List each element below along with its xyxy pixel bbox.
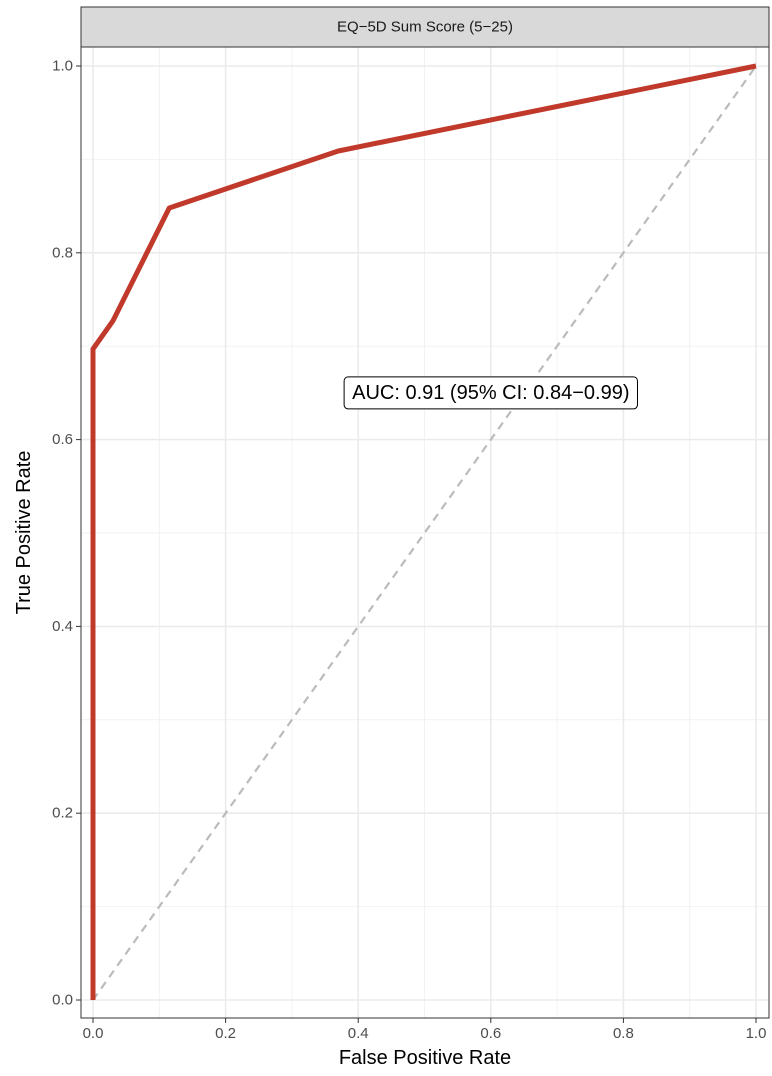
reference-diagonal-line bbox=[92, 65, 757, 1001]
facet-strip: EQ−5D Sum Score (5−25) bbox=[80, 6, 770, 48]
y-axis-ticks: 0.0 0.2 0.4 0.6 0.8 1.0 bbox=[52, 58, 81, 1009]
x-axis-title: False Positive Rate bbox=[339, 1047, 511, 1069]
x-tick-label: 0.4 bbox=[348, 1025, 369, 1042]
roc-curve-line bbox=[90, 63, 757, 1000]
series-layer bbox=[90, 63, 757, 1000]
y-tick-label: 0.4 bbox=[52, 618, 73, 635]
x-tick-label: 1.0 bbox=[746, 1025, 767, 1042]
x-axis-ticks: 0.0 0.2 0.4 0.6 0.8 1.0 bbox=[83, 1018, 767, 1042]
grid-major bbox=[81, 47, 769, 1018]
facet-title: EQ−5D Sum Score (5−25) bbox=[337, 19, 513, 36]
x-tick-label: 0.0 bbox=[83, 1025, 104, 1042]
x-tick-label: 0.6 bbox=[480, 1025, 501, 1042]
y-axis-title: True Positive Rate bbox=[13, 451, 35, 615]
y-tick-label: 0.6 bbox=[52, 431, 73, 448]
grid-minor bbox=[81, 47, 769, 1018]
y-tick-label: 0.8 bbox=[52, 244, 73, 261]
annotation-text: AUC: 0.91 (95% CI: 0.84−0.99) bbox=[352, 382, 629, 404]
y-tick-label: 0.0 bbox=[52, 992, 73, 1009]
annotation-layer: AUC: 0.91 (95% CI: 0.84−0.99) bbox=[343, 376, 638, 410]
y-tick-label: 1.0 bbox=[52, 58, 73, 75]
reference-line-layer bbox=[92, 65, 757, 1001]
y-tick-label: 0.2 bbox=[52, 805, 73, 822]
annotation-box bbox=[343, 376, 638, 410]
x-tick-label: 0.8 bbox=[613, 1025, 634, 1042]
facet-strip-background bbox=[80, 6, 770, 48]
x-tick-label: 0.2 bbox=[215, 1025, 236, 1042]
